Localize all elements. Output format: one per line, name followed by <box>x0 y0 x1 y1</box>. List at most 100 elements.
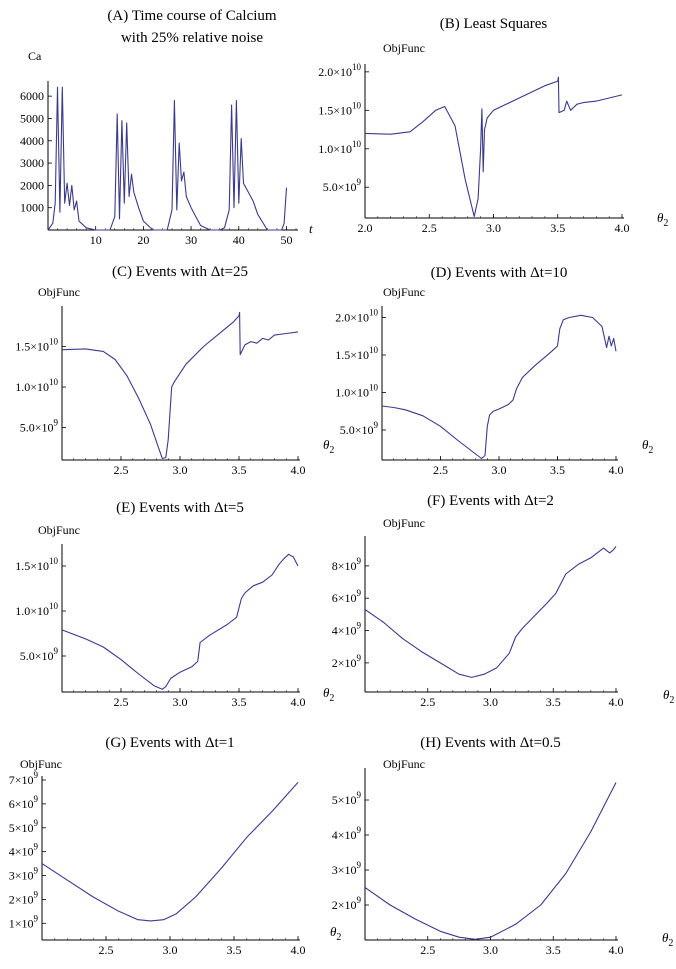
y-tick-label: 5×109 <box>332 790 362 807</box>
y-tick-label: 5.0×109 <box>20 418 59 435</box>
y-tick-label: 6×109 <box>9 794 39 811</box>
y-tick-label: 5.0×109 <box>340 420 379 437</box>
series-line <box>364 76 623 218</box>
y-tick-label: 3×109 <box>332 860 362 877</box>
x-tick-label: 4.0 <box>291 943 306 957</box>
x-tick-label: 2.5 <box>420 695 435 709</box>
x-tick-label: 3.5 <box>227 943 242 957</box>
x-tick-label: 2.5 <box>433 463 448 477</box>
series-line <box>61 311 299 459</box>
x-axis-label: θ2 <box>662 930 673 949</box>
x-tick-label: 4.0 <box>609 943 624 957</box>
x-tick-label: 3.5 <box>546 695 561 709</box>
y-tick-label: 4000 <box>20 134 44 148</box>
panel-e: (E) Events with Δt=5 ObjFunc θ2 2.5 3.0 3.5 4.… <box>15 500 334 709</box>
series-line <box>47 86 288 231</box>
panel-title: (H) Events with Δt=0.5 <box>420 735 561 751</box>
x-tick-label: 3.0 <box>483 695 498 709</box>
y-tick-label: 7×109 <box>9 770 39 787</box>
y-tick-label: 4×109 <box>9 842 39 859</box>
series-line <box>61 553 299 690</box>
x-tick-label: 4.0 <box>609 695 624 709</box>
x-axis-label: θ2 <box>323 437 334 456</box>
y-tick-label: 3000 <box>20 156 44 170</box>
x-tick-label: 2.5 <box>99 943 114 957</box>
panel-g: (G) Events with Δt=1 ObjFunc θ2 2.5 3.0 3.5 4.… <box>9 735 342 957</box>
panel-d: (D) Events with Δt=10 ObjFunc θ2 2.5 3.0 3.5 4… <box>335 265 653 477</box>
x-tick-label: 2.5 <box>114 463 129 477</box>
panel-title: with 25% relative noise <box>121 30 263 46</box>
series-line <box>364 546 617 678</box>
x-tick-label: 2.0 <box>358 221 373 235</box>
y-tick-label: 5.0×109 <box>20 646 59 663</box>
panel-a: (A) Time course of Calcium with 25% relat… <box>20 8 313 247</box>
y-tick-label: 1.5×1010 <box>15 336 58 353</box>
panel-title: (G) Events with Δt=1 <box>105 735 234 751</box>
y-tick-label: 1.0×1010 <box>15 377 58 394</box>
series-line <box>381 314 617 460</box>
y-tick-label: 6×109 <box>332 588 362 605</box>
panel-c: (C) Events with Δt=25 ObjFunc θ2 2.5 3.0 3.5 4… <box>15 264 334 477</box>
x-tick-label: 3.5 <box>232 695 247 709</box>
x-tick-label: 3.0 <box>173 695 188 709</box>
x-tick-label: 2.5 <box>114 695 129 709</box>
series-line <box>41 782 299 922</box>
y-tick-label: 4×109 <box>332 825 362 842</box>
x-tick-label: 50 <box>280 233 292 247</box>
y-tick-label: 1×109 <box>9 913 39 930</box>
y-tick-label: 2×109 <box>9 889 39 906</box>
y-tick-label: 1.0×1010 <box>15 601 58 618</box>
x-tick-label: 4.0 <box>291 695 306 709</box>
x-axis-label: θ2 <box>330 924 341 943</box>
x-tick-label: 3.0 <box>173 463 188 477</box>
y-tick-label: 2×109 <box>332 653 362 670</box>
x-tick-label: 4.0 <box>615 221 630 235</box>
x-tick-label: 2.5 <box>420 943 435 957</box>
y-tick-label: 1.0×1010 <box>318 139 361 156</box>
panel-title: (E) Events with Δt=5 <box>116 500 244 516</box>
x-tick-label: 2.5 <box>422 221 437 235</box>
series-line <box>364 782 617 940</box>
y-tick-label: 2.0×1010 <box>335 308 378 325</box>
x-tick-label: 3.0 <box>492 463 507 477</box>
x-tick-label: 30 <box>185 233 197 247</box>
panel-title: (D) Events with Δt=10 <box>431 265 568 281</box>
x-tick-label: 40 <box>233 233 245 247</box>
x-tick-label: 4.0 <box>609 463 624 477</box>
y-tick-label: 1.0×1010 <box>335 383 378 400</box>
x-tick-label: 4.0 <box>291 463 306 477</box>
y-axis-label: ObjFunc <box>383 757 425 771</box>
panel-h: (H) Events with Δt=0.5 ObjFunc θ2 2.5 3.0 3.5… <box>332 735 674 957</box>
y-tick-label: 5.0×109 <box>323 177 362 194</box>
x-tick-label: 10 <box>90 233 102 247</box>
x-axis-label: θ2 <box>642 437 653 456</box>
panel-title: (A) Time course of Calcium <box>107 8 276 24</box>
x-axis-label: θ2 <box>663 687 674 706</box>
x-tick-label: 3.5 <box>550 221 565 235</box>
x-tick-label: 3.0 <box>163 943 178 957</box>
panel-title: (F) Events with Δt=2 <box>427 493 554 509</box>
y-axis-label: ObjFunc <box>38 285 80 299</box>
x-axis-label: t <box>309 221 313 236</box>
x-axis-label: θ2 <box>657 210 668 229</box>
x-axis-label: θ2 <box>323 685 334 704</box>
y-axis-label: Ca <box>28 49 42 63</box>
y-tick-label: 4×109 <box>332 621 362 638</box>
x-tick-label: 3.5 <box>550 463 565 477</box>
y-axis-label: ObjFunc <box>38 523 80 537</box>
y-tick-label: 5000 <box>20 111 44 125</box>
y-axis-label: ObjFunc <box>20 757 62 771</box>
y-axis-label: ObjFunc <box>383 285 425 299</box>
x-tick-label: 3.0 <box>483 943 498 957</box>
x-tick-label: 20 <box>137 233 149 247</box>
y-tick-label: 8×109 <box>332 556 362 573</box>
y-tick-label: 2×109 <box>332 895 362 912</box>
panel-title: (B) Least Squares <box>440 16 548 32</box>
x-tick-label: 3.5 <box>546 943 561 957</box>
y-tick-label: 1.5×1010 <box>318 100 361 117</box>
y-tick-label: 2000 <box>20 178 44 192</box>
y-axis-label: ObjFunc <box>383 41 425 55</box>
y-tick-label: 3×109 <box>9 866 39 883</box>
